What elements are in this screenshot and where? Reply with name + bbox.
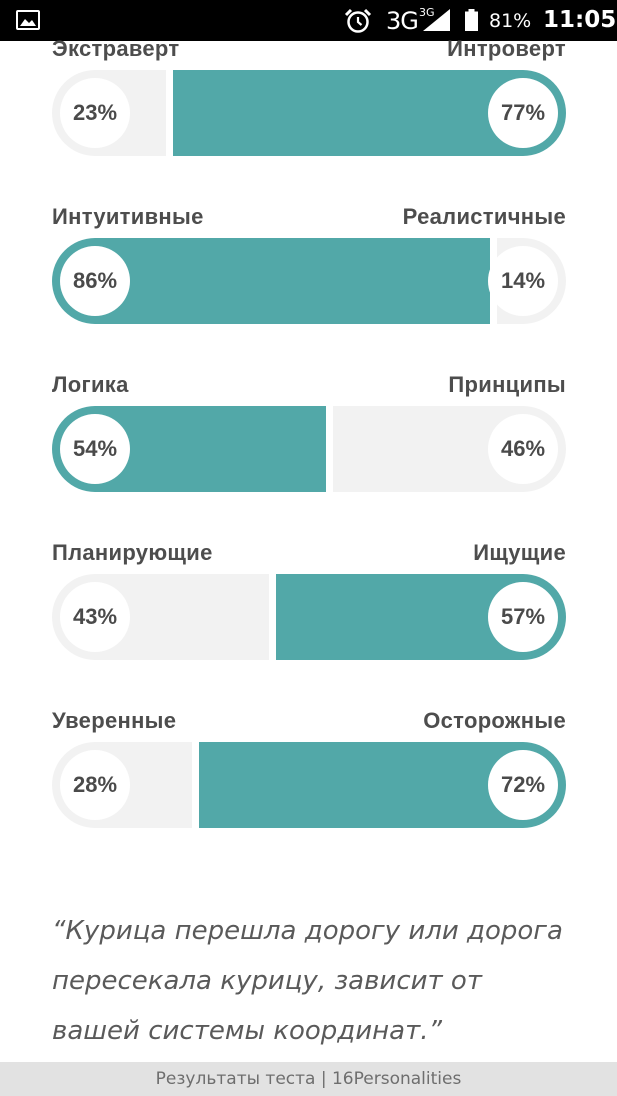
left-percent-badge: 54% xyxy=(60,414,130,484)
left-percent-badge: 23% xyxy=(60,78,130,148)
personality-quote: “Курица перешла дорогу или дорога пересе… xyxy=(52,916,563,1046)
left-percent-badge: 43% xyxy=(60,582,130,652)
scale-labels: Интуитивные Реалистичные xyxy=(52,204,566,234)
right-percent-badge: 57% xyxy=(488,582,558,652)
right-trait-label: Осторожные xyxy=(423,708,566,733)
scale-labels: Уверенные Осторожные xyxy=(52,708,566,738)
right-percent-badge: 77% xyxy=(488,78,558,148)
scale-bar: 43% 57% xyxy=(52,574,566,660)
scale-bar: 28% 72% xyxy=(52,742,566,828)
left-trait-label: Экстраверт xyxy=(52,36,180,61)
left-trait-label: Логика xyxy=(52,372,129,397)
right-trait-label: Реалистичные xyxy=(402,204,566,229)
clock-time: 11:05 xyxy=(543,7,617,33)
right-trait-label: Ищущие xyxy=(473,540,566,565)
scale-identity: Уверенные Осторожные 28% 72% xyxy=(52,708,566,828)
scale-bar: 54% 46% xyxy=(52,406,566,492)
right-percent-badge: 72% xyxy=(488,750,558,820)
left-trait-label: Интуитивные xyxy=(52,204,204,229)
status-bar: 3G 3G 81% 11:05 xyxy=(0,0,617,41)
cell-signal-icon xyxy=(423,9,450,31)
left-percent-badge: 28% xyxy=(60,750,130,820)
left-percent-badge: 86% xyxy=(60,246,130,316)
right-trait-label: Принципы xyxy=(448,372,566,397)
scale-labels: Планирующие Ищущие xyxy=(52,540,566,570)
battery-percent: 81% xyxy=(489,10,532,32)
scale-mind: Интуитивные Реалистичные 86% 14% xyxy=(52,204,566,324)
scale-bar: 86% 14% xyxy=(52,238,566,324)
scale-labels: Логика Принципы xyxy=(52,372,566,402)
network-type-label: 3G xyxy=(386,7,419,35)
network-type-superscript: 3G xyxy=(419,6,435,19)
right-percent-badge: 14% xyxy=(488,246,558,316)
right-percent-badge: 46% xyxy=(488,414,558,484)
right-trait-label: Интроверт xyxy=(447,36,566,61)
scale-tactics: Планирующие Ищущие 43% 57% xyxy=(52,540,566,660)
scale-bar: 23% 77% xyxy=(52,70,566,156)
scale-nature: Логика Принципы 54% 46% xyxy=(52,372,566,492)
scale-labels: Экстраверт Интроверт xyxy=(52,36,566,66)
left-trait-label: Уверенные xyxy=(52,708,177,733)
left-trait-label: Планирующие xyxy=(52,540,213,565)
alarm-clock-icon xyxy=(344,8,372,33)
scale-energy: Экстраверт Интроверт 23% 77% xyxy=(52,36,566,156)
page-footer-title[interactable]: Результаты теста | 16Personalities xyxy=(0,1062,617,1096)
image-notification-icon xyxy=(16,10,40,30)
battery-icon xyxy=(465,9,478,31)
